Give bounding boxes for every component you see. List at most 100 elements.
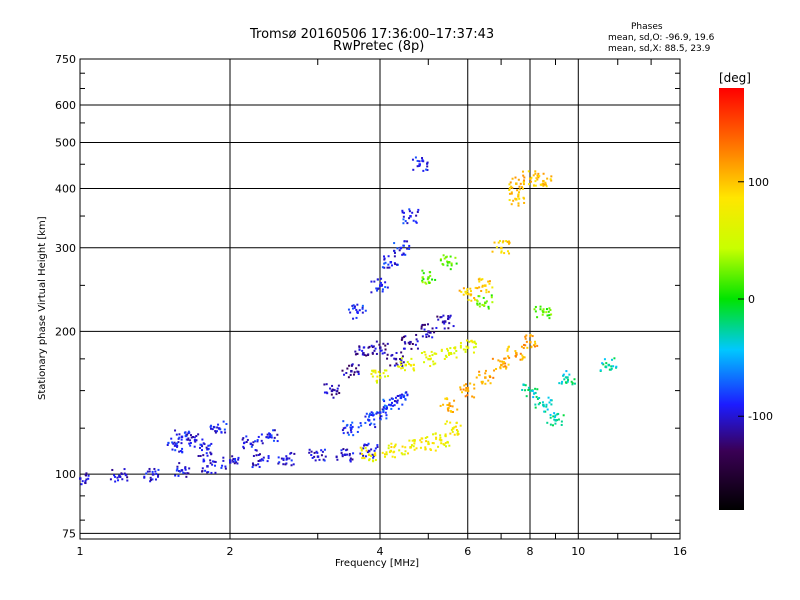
data-point <box>361 304 364 307</box>
data-point <box>462 287 465 290</box>
y-axis-ticks: 750 600 500 400 300 200 100 75 <box>55 53 680 540</box>
data-point <box>414 343 417 346</box>
data-point <box>262 459 265 462</box>
data-point <box>364 309 367 312</box>
data-point <box>359 422 362 425</box>
data-point <box>429 271 432 274</box>
data-point <box>454 425 457 428</box>
data-point <box>536 178 539 181</box>
data-point <box>523 179 526 182</box>
data-point <box>492 376 495 379</box>
data-point <box>369 412 372 415</box>
data-point <box>252 441 255 444</box>
data-point <box>491 301 494 304</box>
data-point <box>478 373 481 376</box>
data-point <box>484 301 487 305</box>
x-tick-label: 4 <box>377 545 384 558</box>
data-point <box>548 317 551 320</box>
data-point <box>208 444 211 447</box>
data-point <box>522 183 525 186</box>
data-point <box>211 463 214 466</box>
data-point <box>224 431 227 434</box>
data-point <box>367 453 371 457</box>
data-point <box>522 174 525 177</box>
data-point <box>341 429 344 432</box>
data-point <box>383 262 386 265</box>
data-point <box>404 335 407 338</box>
data-point <box>280 457 283 460</box>
data-point <box>428 335 431 338</box>
data-point <box>549 416 552 419</box>
data-point <box>448 402 451 405</box>
data-point <box>335 456 338 459</box>
data-point <box>467 298 470 301</box>
data-point <box>383 351 386 354</box>
x-tick-label: 16 <box>673 545 687 558</box>
data-point <box>372 369 375 372</box>
data-point <box>553 415 556 418</box>
data-point <box>422 169 425 172</box>
data-point <box>195 435 198 438</box>
data-point <box>534 391 537 394</box>
data-point <box>421 157 424 160</box>
data-point <box>210 442 213 445</box>
data-point <box>209 427 212 430</box>
data-point <box>382 342 385 345</box>
data-point <box>256 440 259 443</box>
data-point <box>251 444 254 447</box>
data-point <box>406 361 409 364</box>
data-point <box>278 461 281 464</box>
y-tick-label: 200 <box>55 325 76 338</box>
phase-stats-header: Phases <box>631 22 663 32</box>
data-point <box>500 246 503 250</box>
data-point <box>474 286 477 289</box>
data-point <box>364 446 367 449</box>
data-point <box>257 460 260 463</box>
data-point <box>395 362 398 365</box>
data-point <box>222 456 225 459</box>
data-point <box>210 452 213 455</box>
data-point <box>176 465 179 468</box>
data-point <box>124 474 127 477</box>
data-point <box>478 370 481 373</box>
data-point <box>401 336 404 339</box>
data-point <box>482 296 485 299</box>
data-point <box>402 361 405 364</box>
data-point <box>420 351 423 354</box>
data-point <box>527 388 530 391</box>
data-point <box>464 389 467 392</box>
data-point <box>487 307 490 310</box>
data-point <box>440 348 443 351</box>
data-point <box>462 293 465 296</box>
data-point <box>356 370 359 373</box>
data-point <box>396 263 399 266</box>
data-point <box>495 367 498 370</box>
data-point <box>204 469 207 472</box>
data-point <box>362 352 365 355</box>
data-point <box>487 379 490 382</box>
data-point <box>397 394 400 397</box>
data-point <box>261 442 264 445</box>
data-point <box>488 374 491 377</box>
data-point <box>266 433 269 436</box>
data-point <box>414 220 417 223</box>
data-point <box>550 403 553 406</box>
data-point <box>480 278 483 281</box>
data-point <box>201 445 204 448</box>
data-point <box>419 439 422 442</box>
data-point <box>368 345 371 348</box>
data-point <box>371 412 374 415</box>
colorbar-ticks: 100 0 -100 <box>738 176 773 423</box>
data-point <box>189 439 192 442</box>
data-point <box>546 421 549 424</box>
data-point <box>427 276 430 279</box>
data-point <box>404 342 407 345</box>
data-point <box>519 358 522 361</box>
data-point <box>346 448 349 451</box>
data-point <box>400 359 403 362</box>
data-point <box>549 309 552 312</box>
data-point <box>455 429 458 432</box>
data-point <box>400 357 403 360</box>
data-point <box>408 247 411 250</box>
data-point <box>521 170 524 173</box>
